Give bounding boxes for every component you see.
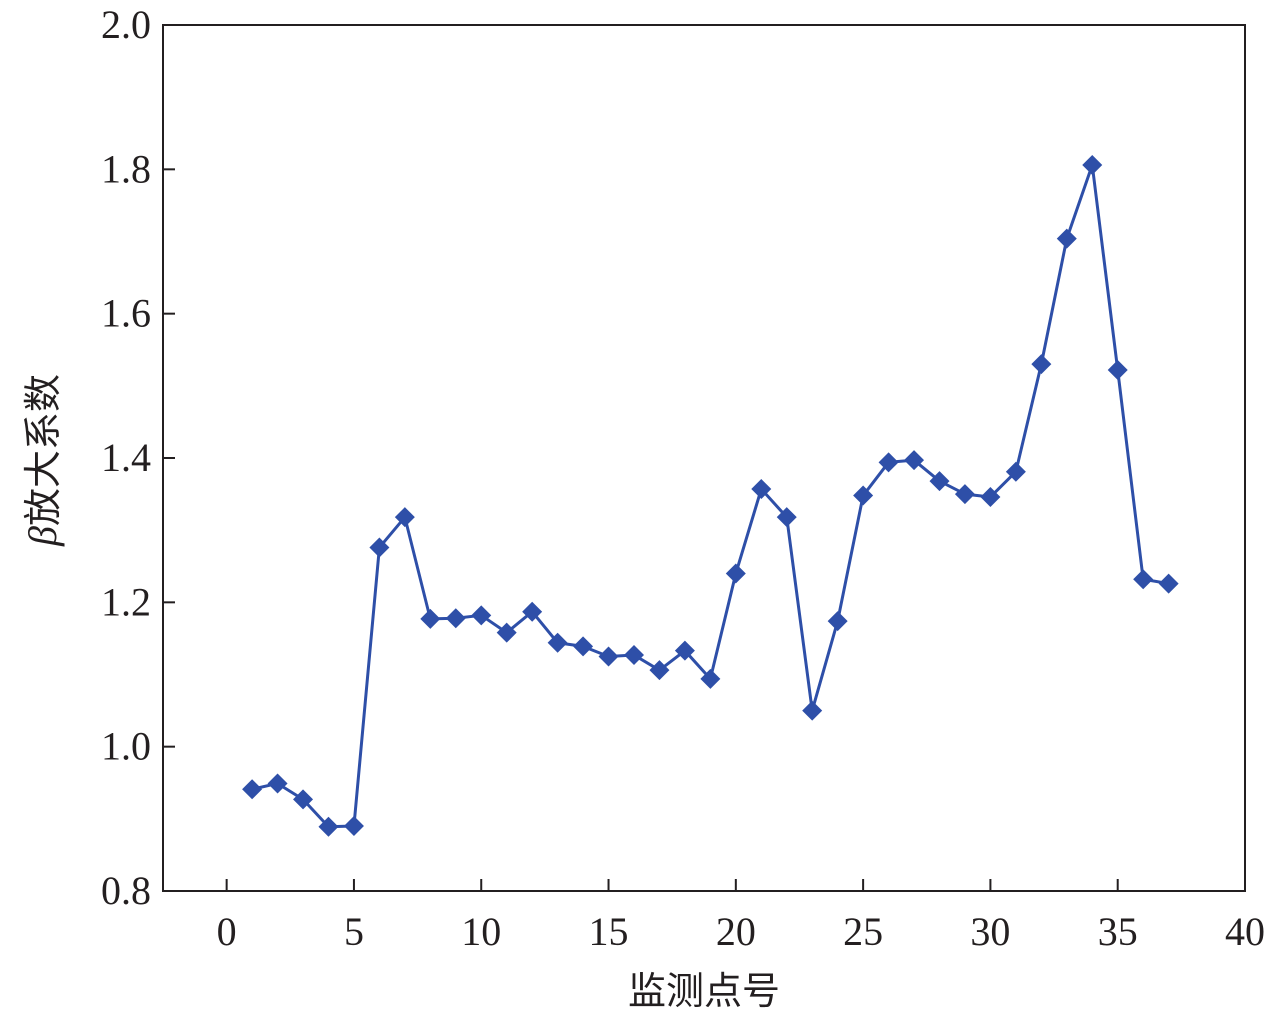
data-point-marker [267, 773, 288, 794]
series-markers [242, 155, 1179, 837]
x-tick-label: 10 [461, 909, 501, 954]
data-point-marker [496, 622, 517, 643]
x-tick-label: 35 [1098, 909, 1138, 954]
y-tick-label: 1.2 [101, 579, 151, 624]
data-point-marker [420, 608, 441, 629]
data-point-marker [725, 563, 746, 584]
data-point-marker [929, 471, 950, 492]
data-point-marker [700, 668, 721, 689]
x-tick-label: 0 [217, 909, 237, 954]
data-point-marker [980, 486, 1001, 507]
x-axis-title: 监测点号 [628, 969, 780, 1012]
y-tick-label: 1.0 [101, 724, 151, 769]
y-tick-label: 1.8 [101, 146, 151, 191]
data-point-marker [598, 646, 619, 667]
data-point-marker [293, 789, 314, 810]
data-point-marker [674, 640, 695, 661]
data-point-marker [318, 816, 339, 837]
y-tick-label: 0.8 [101, 868, 151, 913]
data-point-marker [649, 660, 670, 681]
data-point-marker [573, 636, 594, 657]
y-tick-label: 1.6 [101, 291, 151, 336]
data-point-marker [394, 507, 415, 528]
x-tick-label: 15 [589, 909, 629, 954]
data-point-marker [242, 779, 263, 800]
x-tick-label: 5 [344, 909, 364, 954]
y-axis-title-symbol: β [20, 526, 65, 547]
data-point-marker [776, 507, 797, 528]
data-point-marker [1005, 461, 1026, 482]
data-point-marker [878, 452, 899, 473]
data-point-marker [827, 611, 848, 632]
y-tick-label: 2.0 [101, 2, 151, 47]
data-point-marker [547, 632, 568, 653]
data-point-marker [853, 485, 874, 506]
x-tick-label: 20 [716, 909, 756, 954]
data-point-marker [369, 537, 390, 558]
data-point-marker [751, 479, 772, 500]
x-axis: 0 5 10 15 20 25 30 35 40 [217, 879, 1265, 954]
y-tick-label: 1.4 [101, 435, 151, 480]
data-point-marker [445, 608, 466, 629]
data-point-marker [802, 700, 823, 721]
data-point-marker [522, 601, 543, 622]
x-tick-label: 25 [843, 909, 883, 954]
data-point-marker [1031, 354, 1052, 375]
data-point-marker [1082, 155, 1103, 176]
data-point-marker [1056, 228, 1077, 249]
y-axis-title: β放大系数 [20, 374, 65, 547]
data-point-marker [1107, 359, 1128, 380]
plot-frame [162, 24, 1246, 892]
x-tick-label: 40 [1225, 909, 1265, 954]
y-axis: 0.8 1.0 1.2 1.4 1.6 1.8 2.0 [101, 2, 175, 913]
data-point-marker [471, 605, 492, 626]
x-tick-label: 30 [970, 909, 1010, 954]
data-point-marker [904, 450, 925, 471]
data-point-marker [954, 484, 975, 505]
data-point-marker [1158, 573, 1179, 594]
y-axis-title-text: 放大系数 [21, 374, 65, 526]
data-point-marker [1133, 569, 1154, 590]
series-line [251, 163, 1169, 829]
data-point-marker [623, 645, 644, 666]
data-point-marker [343, 816, 364, 837]
